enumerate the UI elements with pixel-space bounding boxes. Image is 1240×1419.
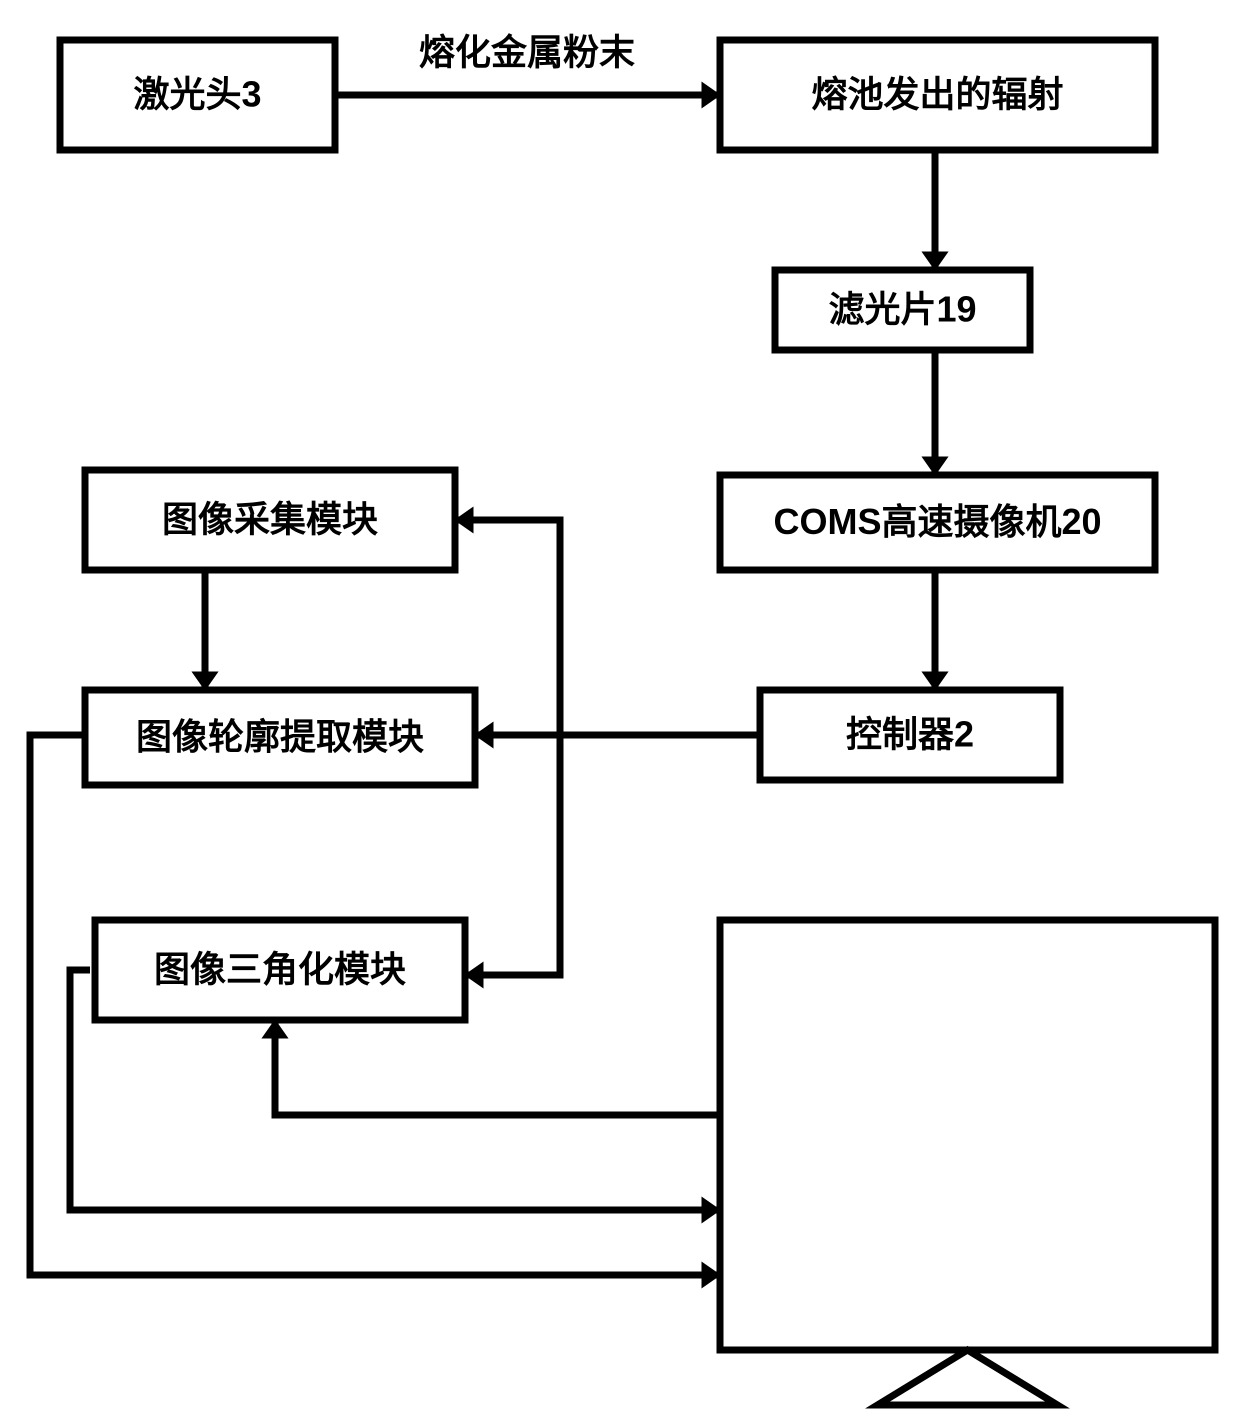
- node-label-controller: 控制器2: [846, 714, 974, 755]
- monitor-frame: [720, 920, 1215, 1350]
- node-label-radiation: 熔池发出的辐射: [811, 74, 1063, 115]
- node-label-laser: 激光头3: [133, 74, 261, 115]
- node-label-camera: COMS高速摄像机20: [773, 501, 1101, 542]
- node-label-contour: 图像轮廓提取模块: [136, 716, 424, 757]
- edge-label: 熔化金属粉末: [419, 32, 635, 73]
- node-label-triangulate: 图像三角化模块: [154, 949, 406, 990]
- node-label-filter: 滤光片19: [828, 289, 976, 330]
- node-label-acquire: 图像采集模块: [162, 499, 378, 540]
